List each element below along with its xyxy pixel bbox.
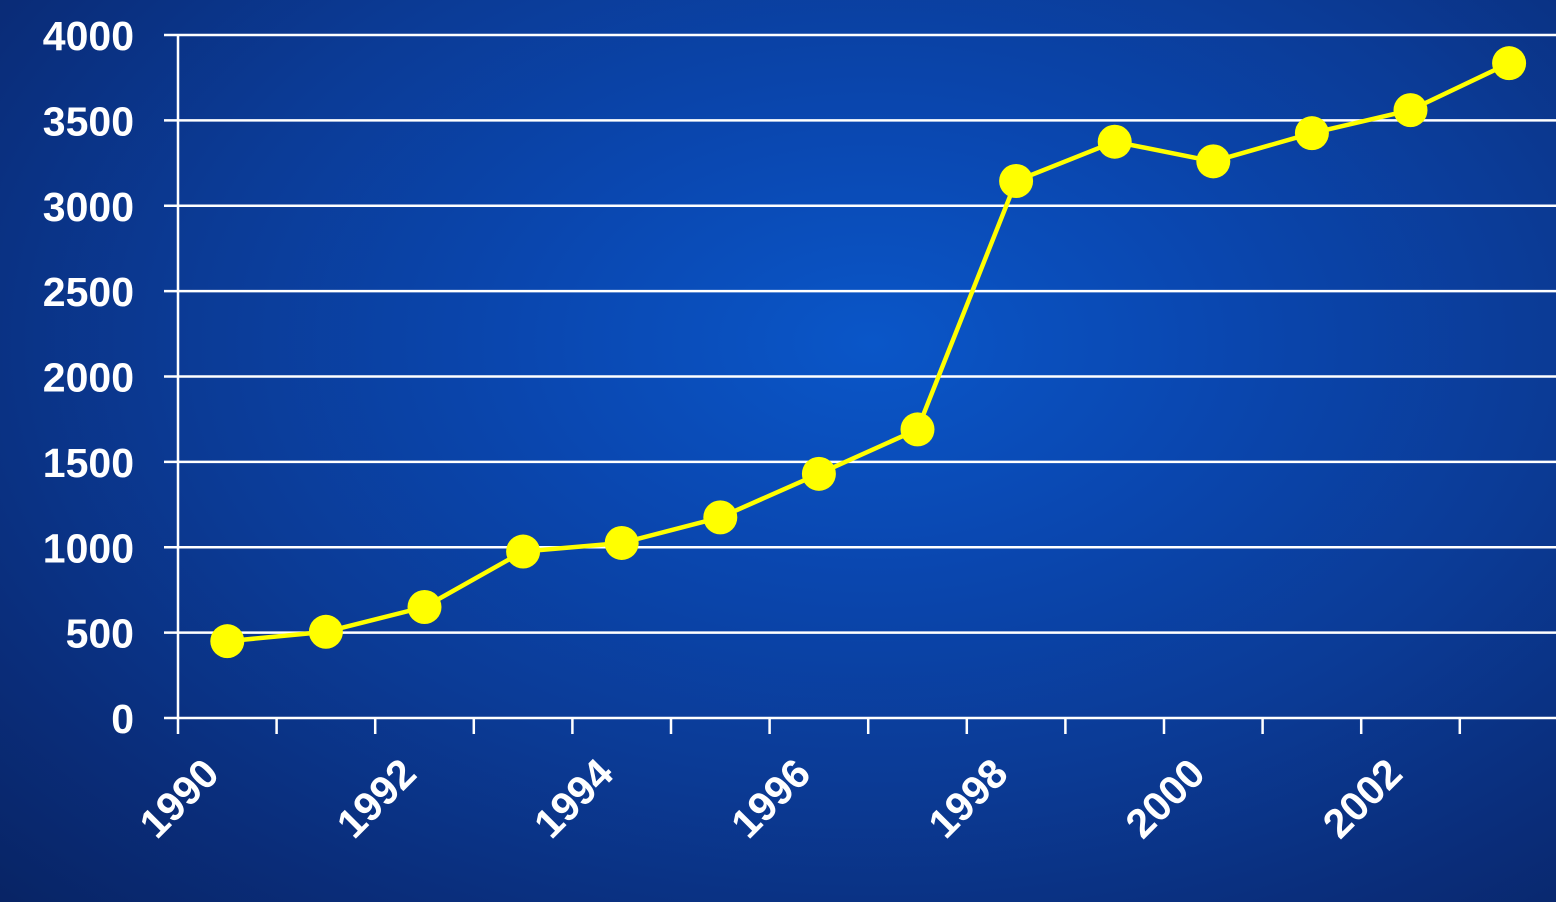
data-point-1995	[703, 500, 738, 535]
data-point-1993	[506, 534, 541, 569]
data-point-1997	[900, 412, 935, 447]
x-tick-label: 1992	[328, 750, 425, 847]
y-tick-label: 0	[111, 696, 134, 742]
y-tick-label: 4000	[43, 13, 134, 59]
y-tick-label: 500	[66, 611, 134, 657]
data-point-1994	[604, 525, 639, 560]
data-point-1990	[210, 624, 245, 659]
y-tick-label: 1500	[43, 440, 134, 486]
data-point-2002	[1393, 93, 1428, 128]
data-point-1999	[1097, 124, 1132, 159]
x-tick-labels: 1990 1992 1994 1996 1998 2000 2002	[131, 750, 1411, 847]
series-line	[227, 61, 1511, 644]
data-point-2001	[1294, 116, 1329, 151]
data-point-1998	[999, 163, 1034, 198]
y-tick-label: 3500	[43, 98, 134, 144]
gridlines	[178, 33, 1556, 634]
x-tick-label: 1994	[525, 750, 622, 847]
y-tick-label: 3000	[43, 184, 134, 230]
y-tick-label: 2500	[43, 269, 134, 315]
x-tick-label: 2002	[1314, 750, 1411, 847]
data-point-1992	[407, 590, 442, 625]
x-tick-label: 1990	[131, 750, 228, 847]
y-tick-label: 1000	[43, 525, 134, 571]
x-tick-label: 1998	[919, 750, 1016, 847]
data-point-1996	[801, 456, 836, 491]
y-tick-labels: 0 500 1000 1500 2000 2500 3000 3500 4000	[43, 13, 134, 742]
data-point-1991	[308, 614, 343, 649]
y-tick-label: 2000	[43, 355, 134, 401]
x-tick-label: 2000	[1117, 750, 1214, 847]
series-line	[227, 61, 1511, 644]
x-tick-label: 1996	[722, 750, 819, 847]
data-point-2003	[1492, 46, 1527, 81]
axes	[164, 33, 1556, 734]
data-point-2000	[1196, 144, 1231, 179]
series-markers	[210, 46, 1527, 659]
